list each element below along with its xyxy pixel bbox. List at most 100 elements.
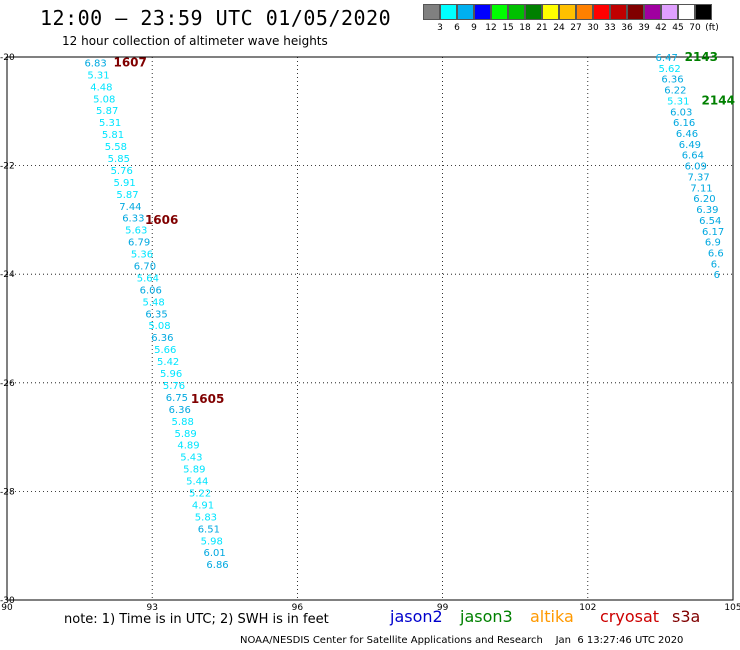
color-legend-label: 36 [621, 23, 633, 33]
swh-value: 5.31 [87, 70, 109, 81]
swh-value: 5.76 [111, 166, 133, 177]
swh-value: 5.31 [99, 118, 121, 129]
x-tick-label: 99 [437, 603, 449, 613]
x-tick-label: 105 [724, 603, 740, 613]
color-legend-label: 12 [485, 23, 497, 33]
swh-value: 6.79 [128, 238, 150, 249]
color-swatch [610, 4, 627, 20]
color-swatch [508, 4, 525, 20]
swh-value: 6.20 [693, 194, 715, 205]
footer-credit: NOAA/NESDIS Center for Satellite Applica… [240, 635, 684, 646]
swh-value: 5.83 [195, 512, 217, 523]
swh-value: 5.96 [160, 369, 182, 380]
color-swatch [593, 4, 610, 20]
color-swatch [559, 4, 576, 20]
swh-value: 5.62 [658, 64, 680, 75]
color-swatch [491, 4, 508, 20]
x-tick-label: 96 [292, 603, 304, 613]
color-swatch [474, 4, 491, 20]
pass-label: 1605 [191, 392, 224, 406]
color-legend-label: 18 [519, 23, 531, 33]
color-swatch [661, 4, 678, 20]
swh-value: 5.91 [113, 178, 135, 189]
swh-value: 6.35 [145, 309, 167, 320]
swh-value: 6.9 [705, 238, 721, 249]
satellite-legend-item: cryosat [600, 607, 660, 626]
swh-value: 5.48 [143, 297, 165, 308]
color-legend-label: 3 [437, 23, 443, 33]
swh-value: 6.09 [685, 162, 707, 173]
swh-value: 6.06 [140, 285, 162, 296]
swh-value: 6.54 [699, 216, 721, 227]
swh-value: 6.46 [676, 129, 698, 140]
swh-value: 5.43 [180, 453, 202, 464]
pass-label: 2144 [702, 93, 735, 107]
swh-value: 5.31 [667, 96, 689, 107]
y-tick-label: -24 [0, 270, 15, 280]
swh-value: 6.17 [702, 227, 724, 238]
swh-value: 6.49 [679, 140, 701, 151]
color-swatch [423, 4, 440, 20]
color-legend-label: 6 [454, 23, 460, 33]
swh-value: 4.91 [192, 500, 214, 511]
map-frame [6, 56, 734, 601]
swh-value: 6.16 [673, 118, 695, 129]
swh-value: 5.66 [154, 345, 176, 356]
color-legend-label: 21 [536, 23, 548, 33]
swh-value: 6.36 [151, 333, 173, 344]
pass-label: 1606 [145, 213, 178, 227]
swh-value: 7.37 [688, 172, 710, 183]
color-swatch [525, 4, 542, 20]
color-legend-label: 30 [587, 23, 599, 33]
swh-value: 5.98 [201, 536, 223, 547]
swh-value: 5.88 [172, 417, 194, 428]
swh-value: 5.81 [102, 130, 124, 141]
color-swatch [678, 4, 695, 20]
color-legend [423, 4, 712, 20]
swh-value: 5.08 [93, 94, 115, 105]
color-legend-label: 15 [502, 23, 514, 33]
color-legend-label: 70 [689, 23, 701, 33]
swh-value: 6.51 [198, 524, 220, 535]
color-legend-label: (ft) [705, 23, 719, 33]
swh-value: 6.22 [664, 86, 686, 97]
color-swatch [627, 4, 644, 20]
swh-value: 6.36 [661, 75, 683, 86]
pass-label: 1607 [113, 55, 146, 69]
color-swatch [644, 4, 661, 20]
color-swatch [457, 4, 474, 20]
swh-value: 5.63 [125, 226, 147, 237]
swh-value: 5.76 [163, 381, 185, 392]
swh-value: 5.87 [96, 106, 118, 117]
color-legend-label: 24 [553, 23, 565, 33]
satellite-legend-item: s3a [672, 607, 701, 626]
swh-value: 6.64 [682, 151, 704, 162]
swh-value: 6.6 [708, 248, 724, 259]
note-text: note: 1) Time is in UTC; 2) SWH is in fe… [64, 612, 329, 627]
color-legend-label: 9 [471, 23, 477, 33]
color-swatch [542, 4, 559, 20]
swh-value: 7.44 [119, 202, 141, 213]
swh-value: 6.83 [84, 58, 106, 69]
swh-value: 5.44 [186, 477, 208, 488]
satellite-legend-item: altika [530, 607, 574, 626]
color-legend-label: 33 [604, 23, 616, 33]
swh-value: 5.08 [148, 321, 170, 332]
swh-value: 5.87 [116, 190, 138, 201]
satellite-legend-item: jason2 [390, 607, 443, 626]
swh-value: 4.89 [177, 441, 199, 452]
swh-value: 5.64 [137, 273, 159, 284]
swh-value: 5.22 [189, 488, 211, 499]
swh-value: 6.75 [166, 393, 188, 404]
swh-value: 6.01 [204, 548, 226, 559]
y-tick-label: -30 [0, 596, 15, 606]
swh-value: 5.85 [108, 154, 130, 165]
swh-value: 6 [714, 270, 720, 281]
swh-value: 6.39 [696, 205, 718, 216]
swh-value: 6.36 [169, 405, 191, 416]
y-tick-label: -20 [0, 53, 15, 63]
pass-label: 2143 [685, 50, 718, 64]
swh-value: 5.36 [131, 250, 153, 261]
page-title: 12:00 — 23:59 UTC 01/05/2020 [40, 6, 392, 30]
